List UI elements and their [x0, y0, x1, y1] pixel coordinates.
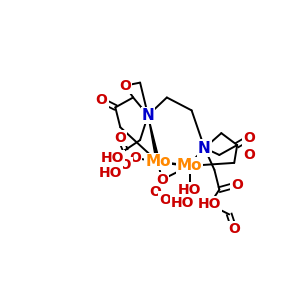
Text: O: O	[231, 178, 243, 192]
Text: Mo: Mo	[177, 158, 203, 173]
Text: HO: HO	[99, 166, 122, 180]
Text: O: O	[156, 173, 168, 187]
Text: O: O	[159, 193, 171, 206]
Text: HO: HO	[100, 151, 124, 165]
Text: O: O	[114, 131, 126, 145]
Text: O: O	[129, 151, 141, 165]
Text: HO: HO	[171, 196, 194, 209]
Text: O: O	[95, 94, 107, 107]
Text: N: N	[142, 108, 154, 123]
Polygon shape	[148, 115, 160, 162]
Text: O: O	[228, 222, 240, 236]
Text: O: O	[243, 148, 255, 162]
Text: O: O	[149, 184, 161, 199]
Text: HO: HO	[178, 183, 201, 196]
Polygon shape	[188, 148, 205, 167]
Text: O: O	[119, 79, 131, 93]
Text: Mo: Mo	[145, 154, 171, 169]
Text: O: O	[243, 131, 255, 145]
Text: N: N	[198, 140, 211, 155]
Text: HO: HO	[109, 158, 132, 172]
Text: HO: HO	[198, 197, 221, 212]
